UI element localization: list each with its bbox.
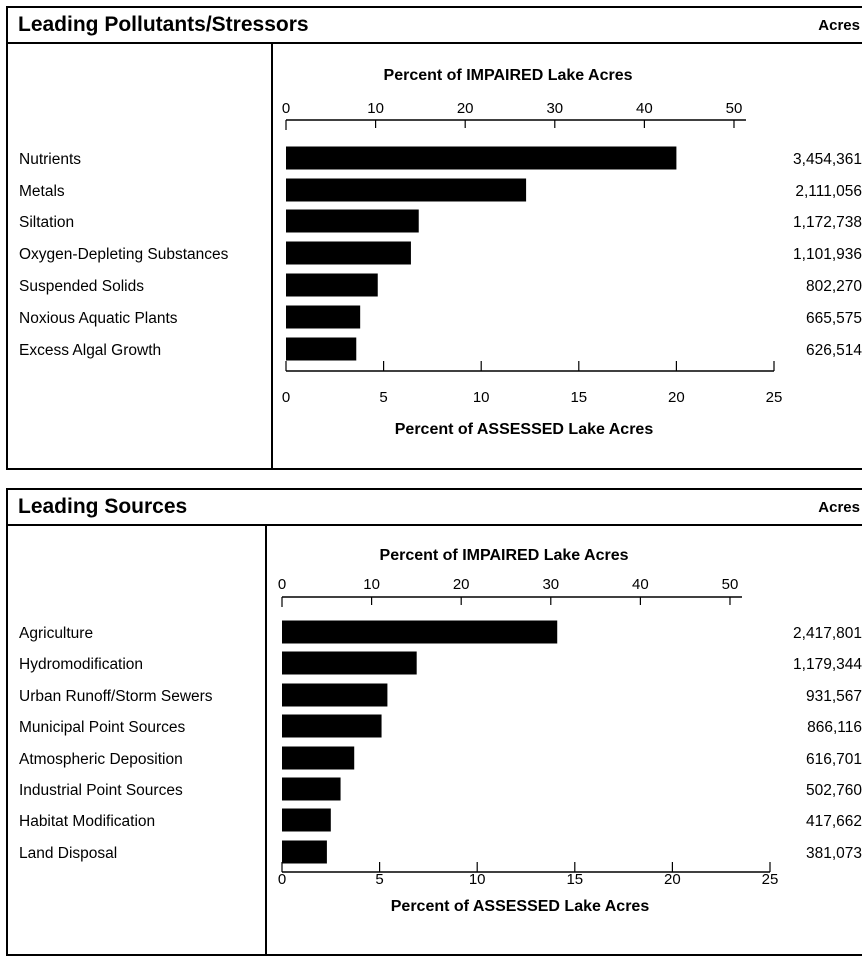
pollutants-category-label: Noxious Aquatic Plants (19, 310, 178, 327)
sources-bar (282, 777, 341, 801)
pollutants-category-label: Excess Algal Growth (19, 342, 161, 359)
sources-category-label: Urban Runoff/Storm Sewers (19, 688, 213, 705)
pollutants-bottom-tick-label: 5 (379, 389, 387, 406)
sources-top-tick-label: 40 (632, 576, 649, 593)
sources-bar (282, 714, 382, 738)
sources-bottom-tick-label: 0 (278, 871, 286, 888)
pollutants-top-tick-label: 10 (367, 100, 384, 117)
sources-acres-header: Acres (818, 499, 860, 516)
pollutants-bottom-tick-label: 20 (668, 389, 685, 406)
pollutants-category-label: Metals (19, 183, 65, 200)
sources-acres-value: 616,701 (806, 751, 862, 768)
sources-acres-value: 502,760 (806, 782, 862, 799)
sources-header: Leading Sources Acres (8, 490, 862, 526)
sources-category-label: Agriculture (19, 625, 93, 642)
pollutants-bar (286, 178, 527, 202)
sources-bar (282, 808, 331, 832)
sources-divider (265, 526, 267, 954)
pollutants-acres-value: 2,111,056 (795, 183, 862, 200)
pollutants-bottom-tick-label: 0 (282, 389, 290, 406)
pollutants-acres-value: 626,514 (806, 342, 862, 359)
pollutants-panel: Leading Pollutants/Stressors Acres (6, 6, 862, 470)
sources-bottom-tick-label: 5 (375, 871, 383, 888)
pollutants-acres-value: 1,101,936 (793, 246, 862, 263)
sources-top-tick-label: 0 (278, 576, 286, 593)
pollutants-bar (286, 273, 378, 297)
sources-acres-value: 1,179,344 (793, 656, 862, 673)
sources-top-tick-label: 10 (363, 576, 380, 593)
sources-acres-value: 381,073 (806, 845, 862, 862)
pollutants-bar (286, 305, 361, 329)
pollutants-top-tick-label: 50 (726, 100, 743, 117)
pollutants-title: Leading Pollutants/Stressors (18, 13, 309, 36)
sources-acres-value: 417,662 (806, 813, 862, 830)
pollutants-acres-value: 802,270 (806, 278, 862, 295)
pollutants-category-label: Siltation (19, 214, 74, 231)
sources-top-tick-label: 20 (453, 576, 470, 593)
pollutants-category-label: Suspended Solids (19, 278, 144, 295)
pollutants-top-tick-label: 40 (636, 100, 653, 117)
pollutants-bottom-tick-label: 25 (766, 389, 783, 406)
pollutants-acres-value: 665,575 (806, 310, 862, 327)
pollutants-category-label: Nutrients (19, 151, 81, 168)
pollutants-top-tick-label: 0 (282, 100, 290, 117)
sources-bar (282, 651, 417, 675)
pollutants-bar (286, 337, 357, 361)
pollutants-header: Leading Pollutants/Stressors Acres (8, 8, 862, 44)
sources-category-label: Habitat Modification (19, 813, 155, 830)
pollutants-divider (271, 44, 273, 468)
pollutants-acres-value: 1,172,738 (793, 214, 862, 231)
sources-title: Leading Sources (18, 495, 188, 518)
sources-bar (282, 840, 327, 864)
sources-bottom-axis-label: Percent of ASSESSED Lake Acres (391, 898, 650, 915)
pollutants-category-label: Oxygen-Depleting Substances (19, 246, 229, 263)
sources-bottom-tick-label: 10 (469, 871, 486, 888)
pollutants-bottom-tick-label: 10 (473, 389, 490, 406)
pollutants-bottom-tick-label: 15 (570, 389, 587, 406)
sources-bottom-tick-label: 20 (664, 871, 681, 888)
sources-top-tick-label: 30 (542, 576, 559, 593)
pollutants-top-axis-label: Percent of IMPAIRED Lake Acres (384, 67, 633, 84)
sources-top-axis-label: Percent of IMPAIRED Lake Acres (380, 547, 629, 564)
sources-category-label: Hydromodification (19, 656, 143, 673)
pollutants-acres-header: Acres (818, 17, 860, 34)
pollutants-bar (286, 209, 419, 233)
sources-category-label: Industrial Point Sources (19, 782, 183, 799)
pollutants-top-tick-label: 20 (457, 100, 474, 117)
pollutants-acres-value: 3,454,361 (793, 151, 862, 168)
pollutants-top-tick-label: 30 (546, 100, 563, 117)
sources-panel: Leading Sources Acres (6, 488, 862, 956)
sources-category-label: Atmospheric Deposition (19, 751, 183, 768)
sources-acres-value: 931,567 (806, 688, 862, 705)
sources-acres-value: 2,417,801 (793, 625, 862, 642)
sources-category-label: Municipal Point Sources (19, 719, 186, 736)
sources-bottom-tick-label: 15 (566, 871, 583, 888)
sources-top-tick-label: 50 (722, 576, 739, 593)
pollutants-bottom-axis-label: Percent of ASSESSED Lake Acres (395, 421, 654, 438)
sources-bottom-tick-label: 25 (762, 871, 779, 888)
sources-acres-value: 866,116 (807, 719, 862, 736)
sources-bar (282, 746, 355, 770)
sources-bar (282, 683, 388, 707)
sources-bar (282, 620, 558, 644)
pollutants-bar (286, 241, 411, 265)
sources-category-label: Land Disposal (19, 845, 117, 862)
pollutants-bar (286, 146, 677, 170)
